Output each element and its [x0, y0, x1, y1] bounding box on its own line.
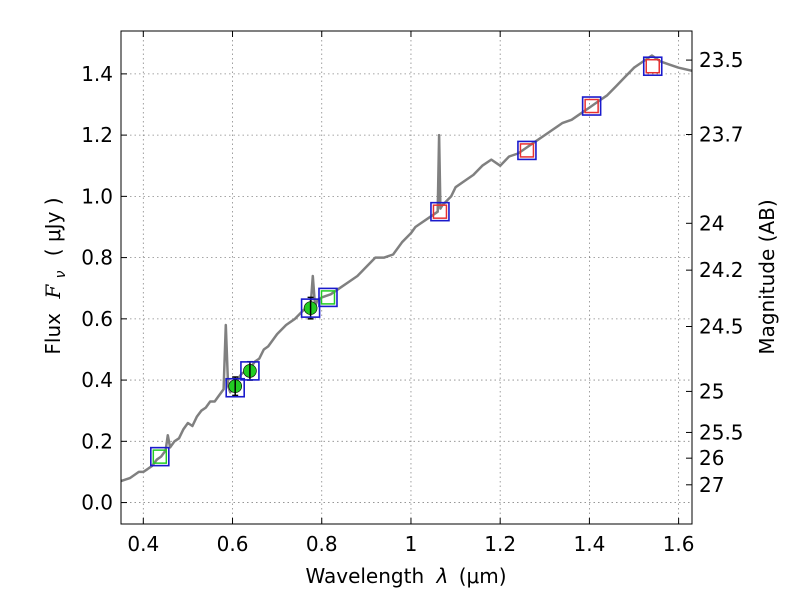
photometry-point — [584, 98, 599, 114]
y-tick-label: 1.4 — [81, 62, 113, 86]
y2-tick-label: 23.7 — [699, 122, 744, 146]
photometry-point — [152, 449, 168, 464]
photometry-point — [645, 58, 660, 74]
photometry-point — [432, 204, 448, 219]
y-tick-label: 0.8 — [81, 246, 113, 270]
model-flux-box — [318, 287, 338, 308]
x-axis-label: Wavelength λ (μm) — [305, 564, 506, 588]
y-tick-label: 1.2 — [81, 123, 113, 147]
y2-tick-label: 24 — [699, 211, 724, 235]
x-tick-label: 0.8 — [306, 532, 338, 556]
x-tick-label: 0.6 — [217, 532, 249, 556]
y-tick-label: 0.6 — [81, 307, 113, 331]
y-axis-label-unit: ( μJy ) — [41, 197, 65, 256]
ticks: 0.4 0.6 0.8 1 1.2 1.4 1.6 0.0 0.2 0.4 0.6 0.8 1.0 1.2… — [81, 31, 744, 556]
y2-tick-label: 25.5 — [699, 420, 744, 444]
y-axis-label-subscript: ν — [53, 270, 69, 278]
y-axis-label-prefix: Flux — [41, 313, 65, 355]
x-tick-label: 0.4 — [127, 532, 159, 556]
model-flux-box — [240, 361, 260, 381]
x-tick-label: 1 — [405, 532, 418, 556]
y-tick-label: 0.4 — [81, 368, 113, 392]
y-axis-label: Flux F ν ( μJy ) — [41, 197, 70, 354]
photometry-point — [320, 290, 336, 305]
axes-frame — [120, 30, 693, 525]
y-tick-label: 0.2 — [81, 429, 113, 453]
model-flux-box — [581, 96, 602, 116]
model-flux-box — [642, 56, 663, 77]
model-flux-box — [300, 298, 321, 318]
plot-area — [121, 54, 692, 483]
y2-tick-label: 24.2 — [699, 258, 744, 282]
x-axis-label-prefix: Wavelength — [305, 564, 424, 588]
y2-tick-label: 24.5 — [699, 314, 744, 338]
y2-axis-label: Magnitude (AB) — [755, 199, 779, 354]
x-axis-label-symbol: λ — [436, 564, 449, 588]
photometry-point — [519, 143, 535, 158]
y2-tick-label: 27 — [699, 473, 724, 497]
grid — [121, 31, 692, 524]
y-tick-label: 1.0 — [81, 184, 113, 208]
model-flux-box — [150, 446, 170, 467]
model-flux-box — [517, 140, 537, 161]
x-tick-label: 1.6 — [663, 532, 695, 556]
y-tick-label: 0.0 — [81, 491, 113, 515]
model-flux-box — [430, 201, 450, 222]
x-axis-label-unit: (μm) — [459, 564, 507, 588]
model-flux-box — [225, 377, 245, 398]
x-tick-label: 1.2 — [484, 532, 516, 556]
y2-tick-label: 26 — [699, 446, 724, 470]
y-axis-label-symbol: F — [41, 284, 65, 300]
y2-tick-label: 25 — [699, 379, 724, 403]
spectrum-line — [121, 54, 692, 483]
x-tick-label: 1.4 — [573, 532, 605, 556]
y2-tick-label: 23.5 — [699, 48, 744, 72]
